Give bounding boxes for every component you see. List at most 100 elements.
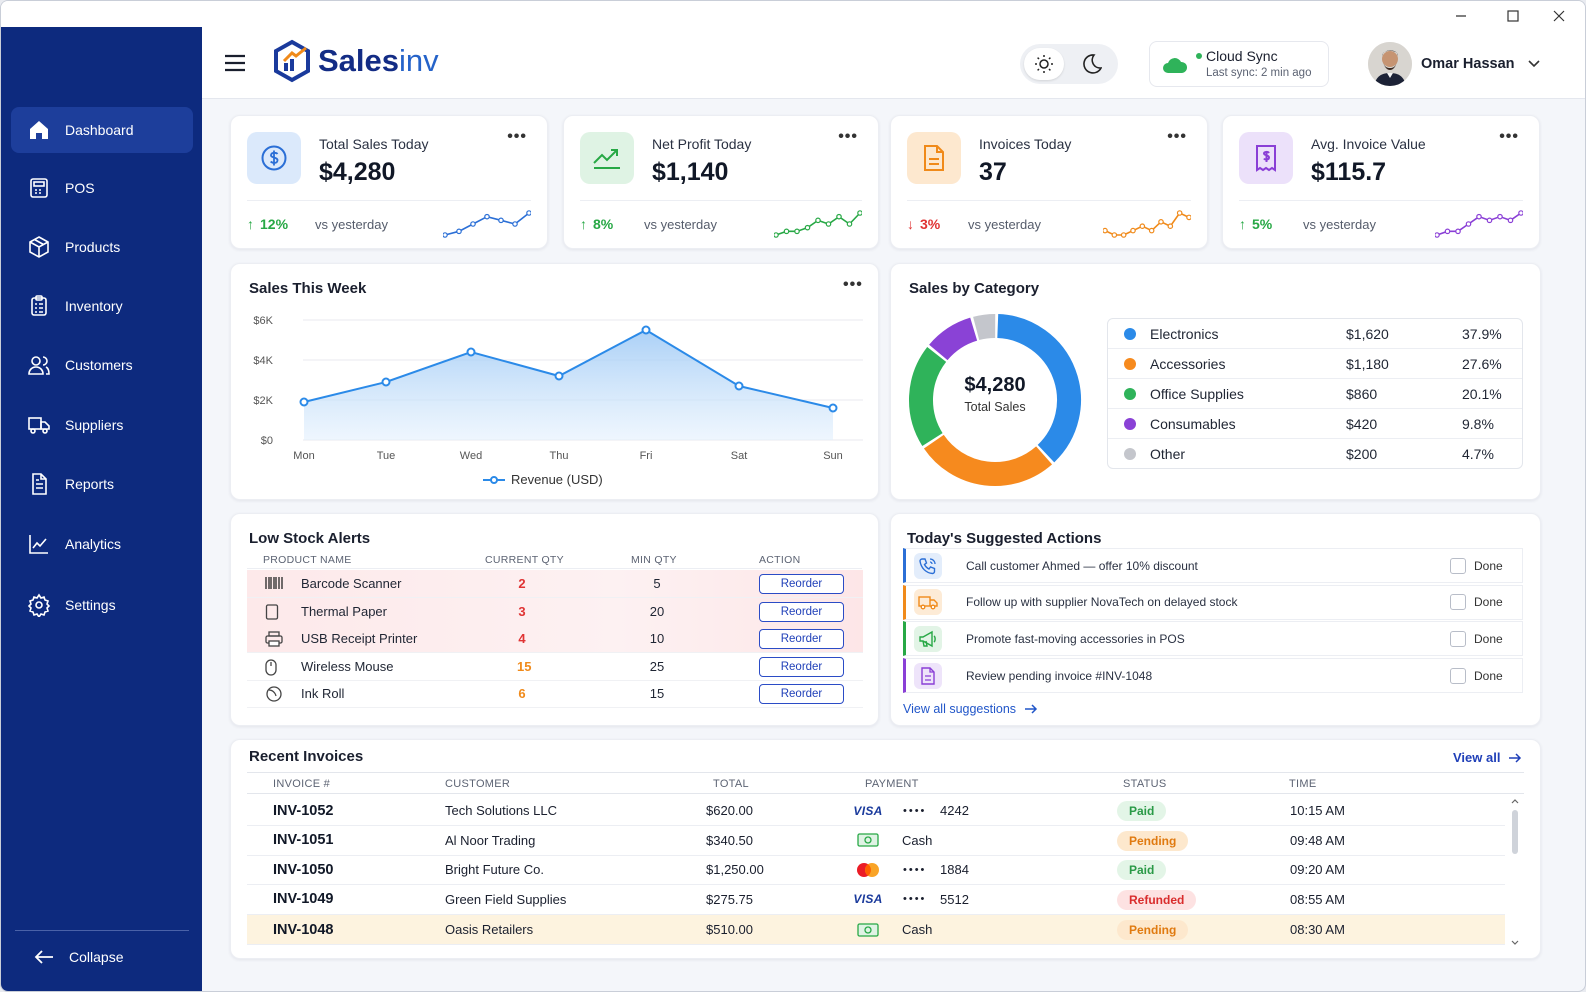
sun-icon[interactable] [1024, 48, 1064, 80]
user-menu[interactable]: Omar Hassan [1368, 41, 1578, 87]
sidebar-item-label: Customers [65, 357, 133, 373]
collapse-button[interactable]: Collapse [15, 930, 189, 965]
sidebar-item-pos[interactable]: POS [11, 165, 193, 211]
category-percent: 27.6% [1462, 355, 1502, 372]
invoice-id[interactable]: INV-1048 [273, 921, 334, 938]
more-options-icon[interactable]: ••• [843, 276, 863, 293]
kpi-value: $4,280 [319, 158, 396, 186]
moon-icon[interactable] [1080, 53, 1103, 80]
sidebar-item-products[interactable]: Products [11, 224, 193, 270]
sparkline-point [1148, 227, 1155, 234]
category-row[interactable]: Accessories $1,180 27.6% [1108, 349, 1522, 379]
data-point[interactable] [299, 397, 309, 407]
donut-slice-accessories[interactable] [923, 434, 1053, 486]
sparkline-point [836, 213, 842, 220]
sidebar-item-label: Products [65, 239, 121, 255]
category-row[interactable]: Consumables $420 9.8% [1108, 409, 1522, 439]
sidebar-item-settings[interactable]: Settings [11, 582, 193, 628]
reorder-button[interactable]: Reorder [759, 656, 844, 677]
data-point[interactable] [641, 325, 651, 335]
sidebar-item-reports[interactable]: Reports [11, 461, 193, 507]
visa-icon: VISA [853, 803, 883, 818]
table-row[interactable]: INV-1049 Green Field Supplies $275.75 VISA •… [247, 885, 1505, 915]
arrow-up-icon: ↑ [247, 216, 254, 232]
invoice-id[interactable]: INV-1051 [273, 832, 334, 849]
data-point[interactable] [381, 377, 391, 387]
theme-toggle[interactable] [1020, 44, 1118, 84]
donut-slice-electronics[interactable] [996, 314, 1081, 463]
category-row[interactable]: Office Supplies $860 20.1% [1108, 379, 1522, 409]
min-qty: 25 [649, 658, 665, 674]
column-header: CUSTOMER [445, 778, 511, 790]
min-qty: 20 [649, 603, 665, 619]
status-badge: Pending [1117, 830, 1189, 851]
data-point[interactable] [828, 403, 838, 413]
min-qty: 10 [649, 631, 665, 647]
more-options-icon[interactable]: ••• [1167, 128, 1187, 145]
sidebar-item-dashboard[interactable]: Dashboard [11, 107, 193, 153]
more-options-icon[interactable]: ••• [507, 128, 527, 145]
done-checkbox[interactable] [1450, 667, 1466, 684]
scrollbar[interactable] [1509, 796, 1521, 948]
sidebar-item-inventory[interactable]: Inventory [11, 283, 193, 329]
maximize-icon[interactable] [1491, 3, 1535, 29]
invoice-id[interactable]: INV-1050 [273, 861, 334, 878]
donut-slice-office-supplies[interactable] [909, 347, 947, 446]
table-row[interactable]: INV-1050 Bright Future Co. $1,250.00 •••• 18… [247, 855, 1505, 886]
suggested-action-row[interactable]: Call customer Ahmed — offer 10% discount… [903, 548, 1523, 583]
trend-up-icon [580, 132, 634, 184]
kpi-label: Avg. Invoice Value [1311, 136, 1426, 152]
category-name: Electronics [1150, 325, 1219, 342]
cloud-sync-status[interactable]: Cloud Sync Last sync: 2 min ago [1149, 41, 1329, 87]
more-options-icon[interactable]: ••• [1499, 128, 1519, 145]
data-point[interactable] [734, 381, 744, 391]
view-all-invoices-link[interactable]: View all [1453, 750, 1522, 765]
reorder-button[interactable]: Reorder [759, 629, 844, 650]
sidebar-item-customers[interactable]: Customers [11, 342, 193, 388]
category-row[interactable]: Electronics $1,620 37.9% [1108, 319, 1522, 349]
suggested-action-row[interactable]: Follow up with supplier NovaTech on dela… [903, 584, 1523, 620]
table-row[interactable]: INV-1052 Tech Solutions LLC $620.00 VISA •••… [247, 796, 1505, 826]
card-mask: •••• [903, 863, 927, 876]
view-all-suggestions-link[interactable]: View all suggestions [903, 702, 1038, 716]
sparkline-point [1497, 213, 1503, 220]
table-row[interactable]: INV-1048 Oasis Retailers $510.00 Cash Pendin… [247, 915, 1505, 946]
done-checkbox[interactable] [1450, 557, 1466, 574]
invoice-time: 08:30 AM [1290, 922, 1345, 938]
reorder-button[interactable]: Reorder [759, 601, 844, 622]
kpi-trend-value: 3% [920, 216, 941, 232]
done-checkbox[interactable] [1450, 594, 1466, 611]
x-tick-label: Thu [550, 450, 569, 462]
kpi-comparison: vs yesterday [968, 217, 1041, 232]
data-point[interactable] [554, 371, 564, 381]
sidebar-item-suppliers[interactable]: Suppliers [11, 402, 193, 448]
donut-slice-consumables[interactable] [929, 317, 978, 361]
sparkline-point [498, 217, 504, 224]
data-point[interactable] [466, 347, 476, 357]
table-row[interactable]: INV-1051 Al Noor Trading $340.50 Cash Pendin… [247, 826, 1505, 856]
invoice-id[interactable]: INV-1052 [273, 802, 334, 819]
sparkline-point [1158, 219, 1164, 225]
mouse-icon [265, 659, 277, 681]
reorder-button[interactable]: Reorder [759, 684, 844, 705]
minimize-icon[interactable] [1439, 3, 1483, 29]
y-tick-label: $6K [253, 315, 273, 327]
done-checkbox[interactable] [1450, 630, 1466, 647]
category-row[interactable]: Other $200 4.7% [1108, 439, 1522, 469]
donut-slice-other[interactable] [973, 314, 996, 341]
sparkline-point [815, 217, 821, 224]
sidebar-item-analytics[interactable]: Analytics [11, 521, 193, 567]
sales-category-card: Sales by Category $4,280 Total Sales Ele… [890, 263, 1541, 500]
hamburger-menu-icon[interactable] [224, 54, 246, 77]
table-row: Wireless Mouse 15 25 Reorder [247, 653, 863, 681]
close-icon[interactable] [1537, 3, 1581, 29]
category-percent: 37.9% [1462, 325, 1502, 342]
customer-name: Green Field Supplies [445, 891, 567, 907]
column-header: MIN QTY [631, 554, 677, 566]
more-options-icon[interactable]: ••• [838, 128, 858, 145]
suggested-action-row[interactable]: Review pending invoice #INV-1048 Done [903, 658, 1523, 694]
suggested-action-row[interactable]: Promote fast-moving accessories in POS Do… [903, 621, 1523, 657]
invoice-id[interactable]: INV-1049 [273, 891, 334, 908]
reorder-button[interactable]: Reorder [759, 574, 844, 594]
sparkline-point [794, 228, 800, 235]
